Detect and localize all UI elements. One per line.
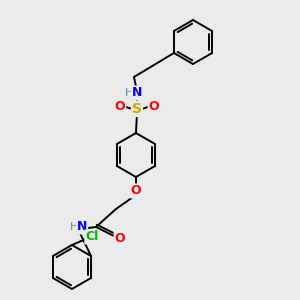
Text: H: H	[70, 222, 78, 232]
Text: O: O	[148, 100, 159, 113]
Text: N: N	[132, 86, 142, 100]
Text: N: N	[77, 220, 87, 233]
Text: S: S	[132, 102, 142, 116]
Text: Cl: Cl	[85, 230, 99, 244]
Text: H: H	[125, 88, 133, 98]
Text: O: O	[130, 184, 141, 197]
Text: O: O	[115, 100, 125, 113]
Text: O: O	[115, 232, 125, 244]
